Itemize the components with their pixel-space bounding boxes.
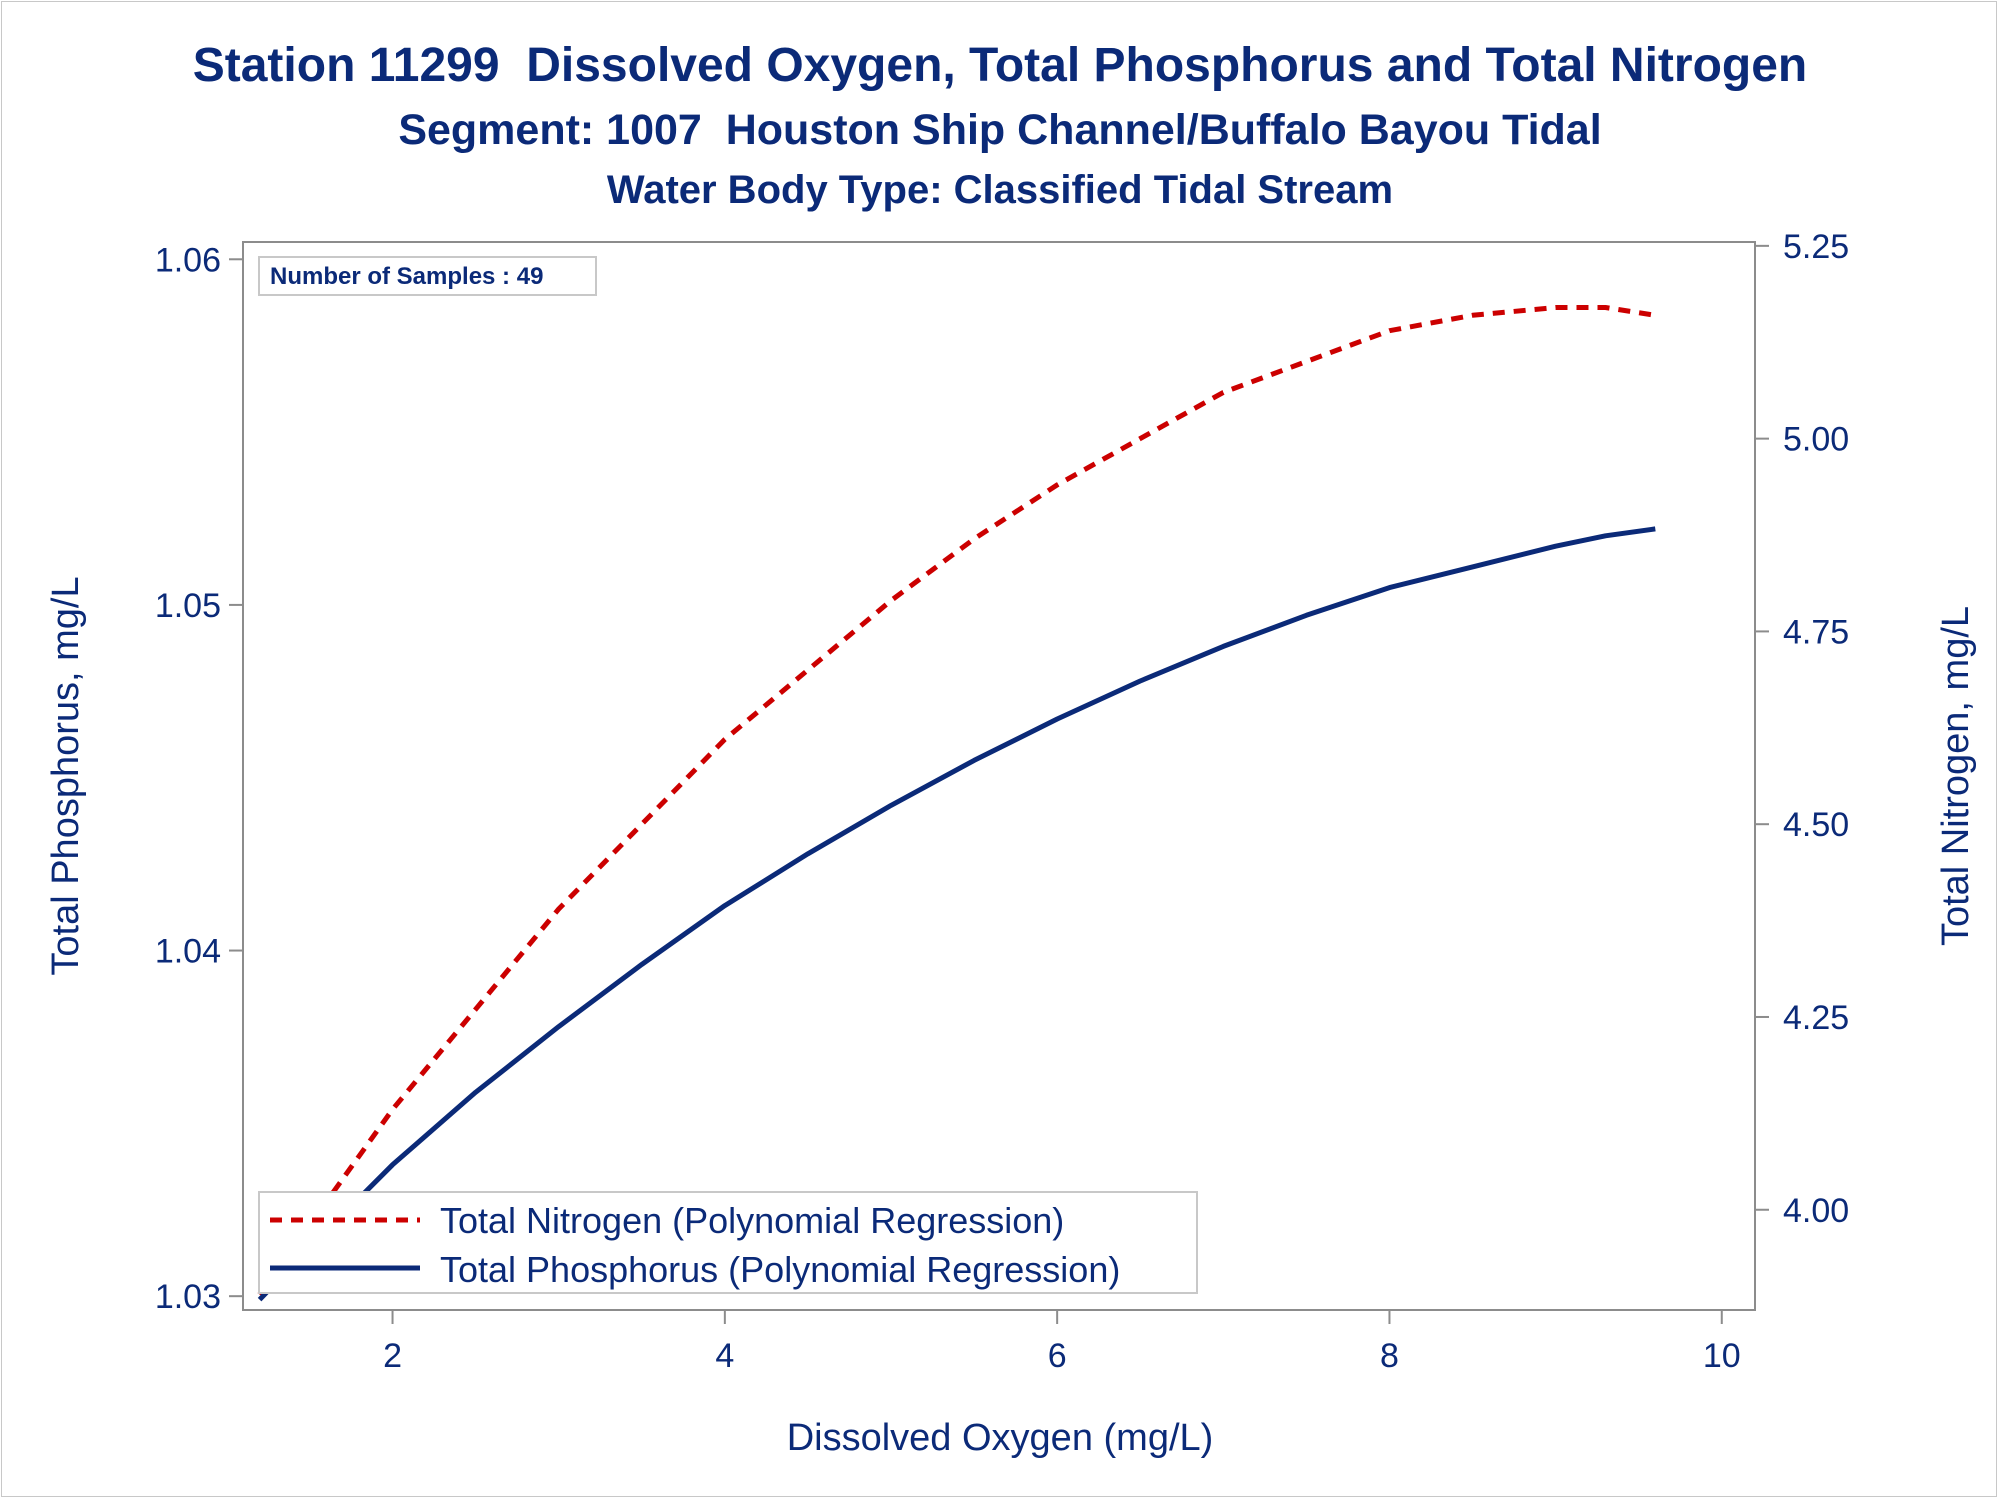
y2-tick-label: 4.00 (1783, 1192, 1849, 1230)
series-layer (257, 305, 1656, 1302)
x-axis-label: Dissolved Oxygen (mg/L) (787, 1417, 1214, 1459)
y2-tick-label: 5.25 (1783, 228, 1849, 266)
y-tick-label: 1.05 (155, 587, 221, 625)
legend-box (258, 1191, 1198, 1294)
chart-subtitle-2: Water Body Type: Classified Tidal Stream (606, 168, 1394, 212)
x-tick-label: 2 (383, 1337, 402, 1375)
y-axis-label: Total Phosphorus, mg/L (45, 576, 87, 975)
y2-tick-label: 4.25 (1783, 999, 1849, 1037)
x-tick-label: 10 (1703, 1337, 1741, 1375)
y-tick-label: 1.03 (155, 1278, 221, 1316)
plot-area (242, 241, 1756, 1311)
nitrogen-regression-line (257, 305, 1656, 1297)
y2-tick-label: 4.50 (1783, 806, 1849, 844)
chart-subtitle: Segment: 1007 Houston Ship Channel/Buffa… (398, 106, 1602, 154)
x-tick-label: 4 (715, 1337, 734, 1375)
legend: Total Nitrogen (Polynomial Regression) T… (258, 1191, 1198, 1294)
y2-tick-label: 4.75 (1783, 613, 1849, 651)
chart-title: Station 11299 Dissolved Oxygen, Total Ph… (192, 39, 1808, 92)
y-tick-label: 1.06 (155, 241, 221, 279)
x-tick-label: 6 (1048, 1337, 1067, 1375)
axis-layer: 2 4 6 8 10 1.03 1.04 1.05 1.06 4.00 4.25 4.50 4.75 5.… (155, 228, 1849, 1375)
x-tick-label: 8 (1380, 1337, 1399, 1375)
y-tick-label: 1.04 (155, 933, 221, 971)
legend-label-phosphorus: Total Phosphorus (Polynomial Regression) (440, 1249, 1120, 1290)
sample-count-label: Number of Samples : 49 (270, 263, 543, 290)
sample-count-box (258, 256, 597, 296)
y2-tick-label: 5.00 (1783, 421, 1849, 459)
y2-axis-label: Total Nitrogen, mg/L (1935, 606, 1977, 946)
legend-label-nitrogen: Total Nitrogen (Polynomial Regression) (440, 1200, 1064, 1241)
phosphorus-regression-line (257, 526, 1656, 1302)
